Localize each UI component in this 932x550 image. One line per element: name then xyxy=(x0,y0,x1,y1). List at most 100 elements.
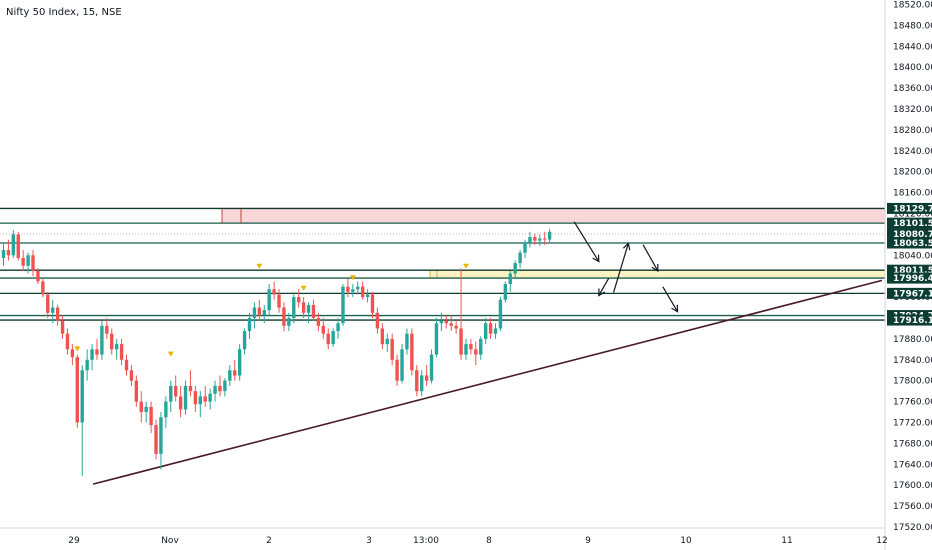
price-level-labels: 18129.70 18101.5518080.7018063.55 18011.50… xyxy=(887,202,932,326)
price-label-1: 18129.70 xyxy=(887,202,932,214)
candle-body xyxy=(139,401,143,413)
candle-45 xyxy=(223,378,227,397)
candle-body xyxy=(513,263,517,274)
candle-body xyxy=(346,286,350,292)
arrow-shaft xyxy=(598,277,610,296)
price-tick-label: 18040.00 xyxy=(893,251,932,261)
candle-14 xyxy=(70,344,75,366)
time-tick-label: 9 xyxy=(585,536,591,546)
candle-96 xyxy=(474,341,478,366)
candle-6 xyxy=(31,250,35,277)
candle-body xyxy=(331,331,335,345)
candle-body xyxy=(31,255,35,271)
candle-27 xyxy=(134,375,139,407)
candle-body xyxy=(188,385,193,392)
candle-21 xyxy=(105,318,109,339)
candle-body xyxy=(351,289,355,292)
price-label-bg xyxy=(887,202,932,214)
candle-90 xyxy=(444,315,448,329)
candle-body xyxy=(159,417,163,454)
candle-17 xyxy=(85,349,89,381)
candle-body xyxy=(277,294,281,308)
horizontal-levels xyxy=(0,207,885,321)
price-label-bg xyxy=(887,237,932,249)
candle-body xyxy=(370,294,375,313)
candle-body xyxy=(105,325,109,334)
candle-83 xyxy=(410,328,414,376)
candle-body xyxy=(144,406,148,413)
candle-body xyxy=(90,349,94,360)
candle-40 xyxy=(198,391,202,418)
candle-body xyxy=(55,307,60,321)
time-tick-label: 12 xyxy=(876,536,887,546)
candle-body xyxy=(375,312,380,329)
candle-body xyxy=(11,234,16,256)
candle-91 xyxy=(449,315,453,332)
time-tick-label: 3 xyxy=(366,536,372,546)
candle-body xyxy=(498,299,503,329)
candle-body xyxy=(218,385,222,392)
price-tick-label: 17520.00 xyxy=(893,523,932,533)
price-label-4: 18063.55 xyxy=(887,237,932,249)
candle-70 xyxy=(346,278,350,298)
time-tick-label: 8 xyxy=(486,536,492,546)
candle-body xyxy=(16,234,20,258)
arrow-shaft xyxy=(642,244,659,272)
price-label-text: 17996.40 xyxy=(893,274,932,284)
candle-body xyxy=(380,328,385,345)
candle-body xyxy=(183,385,188,410)
candle-body xyxy=(444,320,448,324)
candle-2 xyxy=(11,230,16,258)
candle-body xyxy=(390,338,394,360)
price-tick-label: 18160.00 xyxy=(893,189,932,199)
candle-33 xyxy=(164,396,168,428)
candle-101 xyxy=(498,297,503,332)
candle-36 xyxy=(178,385,183,418)
projection-arrow-1 xyxy=(573,221,600,263)
candle-body xyxy=(292,297,296,318)
candle-52 xyxy=(257,299,262,321)
candle-84 xyxy=(415,365,419,397)
candle-body xyxy=(203,396,207,402)
candlestick-series xyxy=(1,229,552,476)
candle-97 xyxy=(479,336,483,360)
price-tick-label: 17760.00 xyxy=(893,398,932,408)
candle-65 xyxy=(321,318,325,339)
price-axis[interactable]: 18520.00 18480.00 18440.00 18400.00 18360.00… xyxy=(893,1,932,534)
candle-68 xyxy=(336,318,340,339)
candle-body xyxy=(174,385,178,397)
candle-26 xyxy=(129,365,134,386)
candle-38 xyxy=(188,370,193,397)
price-tick-label: 18240.00 xyxy=(893,147,932,157)
candle-105 xyxy=(518,250,522,269)
price-tick-label: 18280.00 xyxy=(893,126,932,136)
candle-71 xyxy=(351,284,355,298)
candle-29 xyxy=(144,401,148,423)
candle-body xyxy=(385,338,389,345)
candle-92 xyxy=(454,320,458,334)
candle-body xyxy=(439,320,444,324)
candle-78 xyxy=(385,333,389,352)
candle-28 xyxy=(139,391,143,423)
price-tick-label: 18320.00 xyxy=(893,105,932,115)
candle-20 xyxy=(100,320,104,360)
candle-61 xyxy=(301,297,306,318)
price-tick-label: 17720.00 xyxy=(893,419,932,429)
projection-arrows xyxy=(573,221,679,313)
candle-body xyxy=(6,250,11,256)
candle-102 xyxy=(503,281,508,303)
candle-94 xyxy=(464,338,468,360)
time-axis[interactable]: 29 Nov 2 3 13:00 8 9 10 11 12 xyxy=(68,536,887,546)
signal-marker-3 xyxy=(256,263,263,269)
price-tick-label: 17880.00 xyxy=(893,335,932,345)
price-label-text: 18080.70 xyxy=(893,230,932,240)
candle-body xyxy=(405,333,409,350)
candle-104 xyxy=(513,260,517,279)
candle-body xyxy=(51,307,55,313)
candle-81 xyxy=(400,344,404,384)
price-label-9: 17916.10 xyxy=(887,314,932,326)
candle-75 xyxy=(370,291,375,318)
ascending-trendline xyxy=(92,279,883,485)
candle-82 xyxy=(405,328,409,355)
